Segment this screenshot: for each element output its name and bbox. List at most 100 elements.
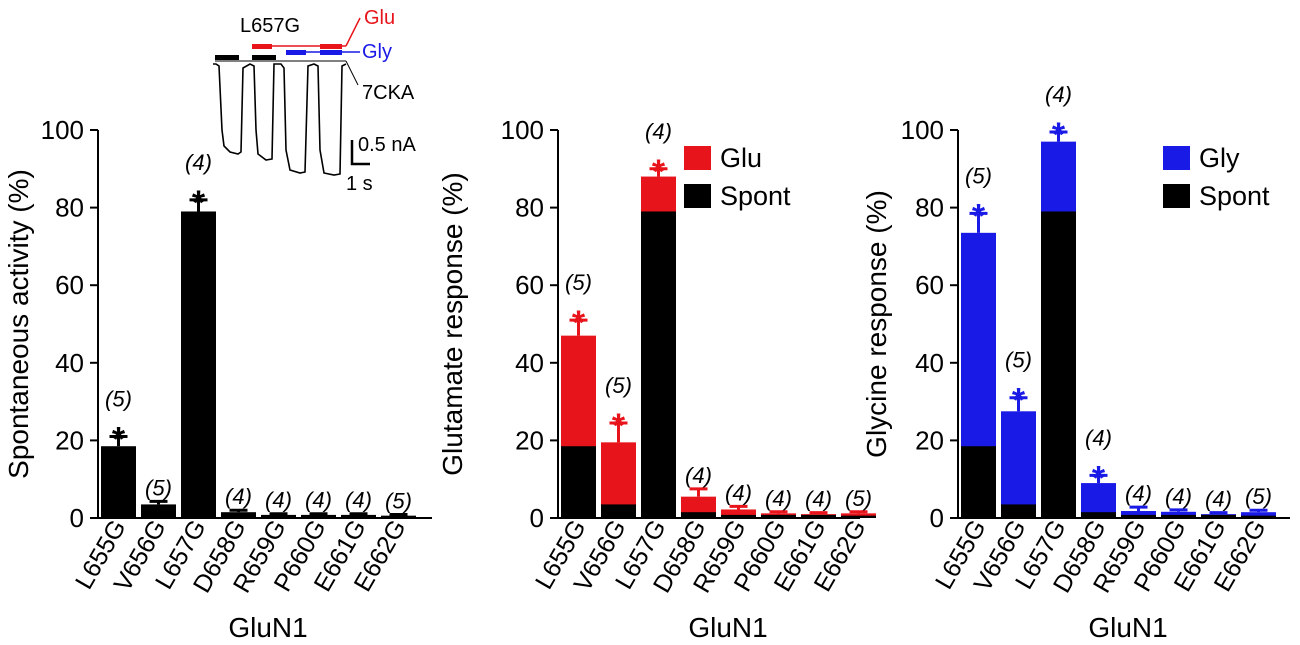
y-tick-label: 60: [915, 270, 944, 300]
legend-label-spont: Spont: [1199, 181, 1270, 211]
y-tick-label: 40: [515, 348, 544, 378]
n-label: (4): [1165, 484, 1192, 509]
bar-spont-l655g: [561, 446, 596, 518]
bar-spont-v656g: [601, 504, 636, 518]
inset-mutant-label: L657G: [240, 15, 300, 37]
bar-spont-e661g: [801, 514, 836, 518]
legend-swatch-spont: [684, 184, 711, 208]
y-tick-label: 0: [930, 503, 944, 533]
y-tick-label: 100: [501, 115, 544, 145]
bar-spont-l657g: [1041, 211, 1076, 519]
n-label: (4): [345, 488, 372, 513]
y-tick-label: 80: [55, 193, 84, 223]
y-tick-label: 20: [55, 425, 84, 455]
bar-spont-e661g: [341, 514, 376, 518]
y-tick-label: 0: [70, 503, 84, 533]
y-tick-label: 100: [41, 115, 84, 145]
y-axis-label: Spontaneous activity (%): [3, 169, 34, 479]
y-axis-label: Glycine response (%): [861, 190, 892, 458]
n-label: (5): [845, 486, 872, 511]
glu-pointer-line: [345, 17, 361, 47]
bar-spont-l657g: [641, 211, 676, 519]
n-label: (4): [765, 486, 792, 511]
n-label: (4): [1085, 425, 1112, 450]
bar-spont-p660g: [301, 514, 336, 518]
n-label: (5): [385, 489, 412, 514]
legend: Gly Spont: [1163, 143, 1270, 211]
y-tick-label: 60: [55, 270, 84, 300]
n-label: (4): [1205, 487, 1232, 512]
n-label: (4): [725, 480, 752, 505]
inset-gly-label: Gly: [362, 41, 392, 63]
significance-star: *: [972, 197, 986, 235]
significance-star: *: [1012, 382, 1026, 420]
x-axis-label: GluN1: [1088, 612, 1167, 643]
bar-spont-e662g: [381, 515, 416, 518]
legend-label-gly: Gly: [1199, 143, 1240, 173]
n-label: (5): [605, 373, 632, 398]
significance-star: *: [1052, 116, 1066, 154]
n-label: (5): [1005, 348, 1032, 373]
bar-spont-p660g: [761, 514, 796, 518]
bar-spont-l655g: [961, 446, 996, 518]
bar-gly-e662g: [1241, 512, 1276, 518]
bar-spont-e662g: [841, 515, 876, 518]
significance-star: *: [652, 153, 666, 191]
bar-spont-l657g: [181, 211, 216, 519]
bar-spont-e661g: [1201, 514, 1236, 518]
bar-spont-v656g: [141, 504, 176, 518]
n-label: (4): [1125, 481, 1152, 506]
bar-spont-d658g: [681, 512, 716, 518]
bar-glu-r659g: [721, 509, 756, 518]
y-tick-label: 0: [530, 503, 544, 533]
significance-star: *: [112, 421, 126, 459]
n-label: (5): [145, 475, 172, 500]
x-axis-label: GluN1: [228, 612, 307, 643]
n-label: (5): [1245, 484, 1272, 509]
application-bar-spont: [252, 55, 276, 60]
bar-spont-p660g: [1161, 514, 1196, 518]
legend-swatch-glu: [684, 146, 711, 170]
legend-label-glu: Glu: [720, 143, 762, 173]
y-tick-label: 60: [515, 270, 544, 300]
y-tick-label: 20: [515, 425, 544, 455]
n-label: (4): [305, 488, 332, 513]
n-label: (5): [105, 387, 132, 412]
y-tick-label: 20: [915, 425, 944, 455]
n-label: (4): [1045, 82, 1072, 107]
y-axis-label: Glutamate response (%): [437, 172, 468, 475]
y-tick-label: 80: [915, 193, 944, 223]
bar-spont-r659g: [261, 514, 296, 518]
antagonist-pointer-line: [345, 60, 359, 86]
y-tick-label: 80: [515, 193, 544, 223]
legend-swatch-gly: [1163, 146, 1190, 170]
bar-spont-e662g: [1241, 515, 1276, 518]
significance-star: *: [572, 304, 586, 342]
significance-star: *: [612, 407, 626, 445]
scale-current-label: 0.5 nA: [358, 134, 416, 156]
bar-gly-r659g: [1121, 511, 1156, 518]
n-label: (4): [265, 488, 292, 513]
bar-spont-r659g: [1121, 514, 1156, 518]
legend-swatch-spont: [1163, 184, 1190, 208]
inset-antagonist-label: 7CKA: [362, 82, 415, 104]
inset-current-traces: L657G Glu Gly 7CKA 0.5 nA 1 s: [213, 7, 416, 195]
bar-spont-v656g: [1001, 504, 1036, 518]
legend: Glu Spont: [684, 143, 791, 211]
bar-spont-d658g: [221, 512, 256, 518]
n-label: (4): [225, 484, 252, 509]
n-label: (4): [685, 463, 712, 488]
legend-label-spont: Spont: [720, 181, 791, 211]
n-label: (4): [645, 119, 672, 144]
significance-star: *: [1092, 459, 1106, 497]
y-tick-label: 100: [901, 115, 944, 145]
scale-bar: [350, 140, 370, 166]
application-bar-spont: [215, 55, 239, 60]
bar-spont-d658g: [1081, 512, 1116, 518]
n-label: (4): [185, 150, 212, 175]
scale-time-label: 1 s: [346, 173, 373, 195]
bar-spont-r659g: [721, 514, 756, 518]
